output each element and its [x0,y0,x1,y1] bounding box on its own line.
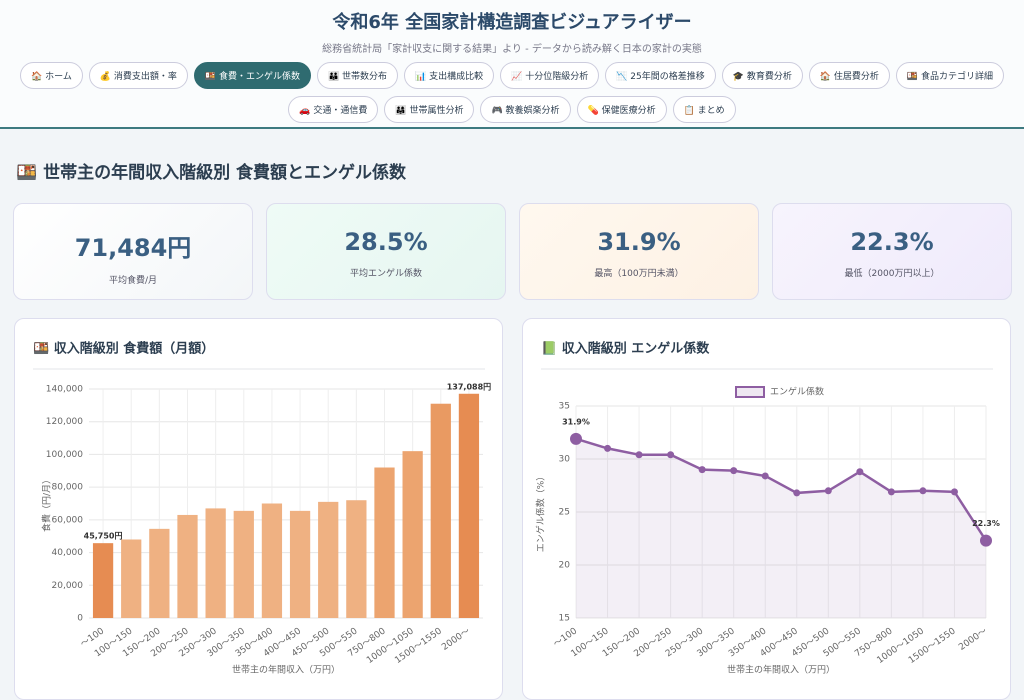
y-tick-label: 30 [559,455,571,465]
point [635,451,643,459]
point [824,487,832,495]
point [980,534,992,547]
legend-swatch [735,386,765,398]
title: 令和6年 全国家計構造調査ビジュアライザー [332,12,692,33]
area [576,438,986,618]
point [887,488,895,496]
bar [149,528,170,618]
nav-button[interactable]: 💊 保健医療分析 [576,96,667,123]
stat-label: 最高（100万円未満） [594,269,684,279]
stat-value: 22.3% [850,228,934,256]
nav-button[interactable]: 🍱 食品カテゴリ詳細 [895,62,1004,89]
point [793,489,801,497]
chart: 🍱 収入階級別 食費額（月額） 0 20,000 40,000 60,000 80,000… [33,341,491,676]
nav: 🏠 ホーム 💰 消費支出額・率 🍱 食費・エンゲル係数 👪 世帯数分布 📊 支出構成比較… [0,62,1024,123]
bar [374,467,395,618]
data-label: 22.3% [972,519,1000,528]
line [575,437,988,542]
data-label: 31.9% [562,417,590,426]
nav-row: 🏠 ホーム 💰 消費支出額・率 🍱 食費・エンゲル係数 👪 世帯数分布 📊 支出構成比較… [0,62,1024,89]
bar [318,501,339,618]
stat-value: 28.5% [344,228,428,256]
x-tick-label: 2000～ [957,626,989,652]
y-tick-label: 140,000 [46,385,83,395]
nav-button[interactable]: 📊 支出構成比較 [404,62,495,89]
y-tick-label: 120,000 [46,417,83,427]
stat-card: 31.9% 最高（100万円未満） [519,203,759,300]
y-tick-label: 25 [559,508,570,518]
nav-button[interactable]: 📉 25年間の格差推移 [605,62,716,89]
subtitle: 総務省統計局「家計収支に関する結果」より - データから読み解く日本の家計の実態 [322,44,702,55]
nav-button[interactable]: 🎮 教養娯楽分析 [480,96,571,123]
bar [177,514,198,618]
stat-card: 28.5% 平均エンゲル係数 [266,203,506,300]
panel: 🍱 収入階級別 食費額（月額） 0 20,000 40,000 60,000 80,000… [14,318,503,700]
y-tick-label: 80,000 [52,483,84,493]
bar [121,539,142,618]
y-tick-label: 40,000 [52,548,84,558]
bar [92,543,114,618]
chart-title: 📗 収入階級別 エンゲル係数 [541,341,710,357]
point [698,466,706,474]
y-tick-label: 100,000 [46,450,83,460]
nav-button[interactable]: 📋 まとめ [672,96,736,123]
stat-card: 22.3% 最低（2000万円以上） [772,203,1012,300]
stat-value: 31.9% [597,228,681,256]
stat-label: 平均エンゲル係数 [349,269,422,279]
stat-value: 71,484円 [74,234,192,262]
chart: 📗 収入階級別 エンゲル係数1520253035～100100～150150～2… [535,341,1000,676]
point [730,467,738,475]
data-label: 137,088円 [447,382,491,391]
y-tick-label: 35 [559,402,570,412]
y-tick-label: 20 [559,561,571,571]
section-title: 🍱 世帯主の年間収入階級別 食費額とエンゲル係数 [16,163,407,183]
bar [289,510,311,618]
y-tick-label: 20,000 [52,581,84,591]
nav-button[interactable]: 📈 十分位階級分析 [500,62,600,89]
point [856,468,864,476]
bar [261,503,283,618]
point [919,487,927,495]
bar [458,393,480,618]
panel: 📗 収入階級別 エンゲル係数 15 20 25 30 35 ～100 100～150 150～2… [522,318,1011,700]
nav-button[interactable]: 🎓 教育費分析 [721,62,803,89]
point [950,488,958,496]
bar [205,508,226,618]
legend-label: エンゲル係数 [770,386,824,398]
point [667,451,675,459]
nav-button[interactable]: 💰 消費支出額・率 [88,62,188,89]
data-label: 45,750円 [84,532,123,541]
y-tick-label: 15 [559,614,570,624]
nav-button[interactable]: 🏠 住居費分析 [808,62,890,89]
nav-button[interactable]: 🍱 食費・エンゲル係数 [193,62,311,89]
nav-button[interactable]: 👨‍👩‍👧 世帯属性分析 [384,96,475,123]
stat-card: 71,484円平均食費/月 [13,203,253,300]
nav-button[interactable]: 👪 世帯数分布 [316,62,399,89]
x-axis-label: 世帯主の年間収入（万円） [727,664,835,676]
header: 令和6年 全国家計構造調査ビジュアライザー 総務省統計局「家計収支に関する結果」… [0,0,1024,129]
y-tick-label: 0 [77,614,83,624]
x-tick-label: 2000～ [440,626,472,652]
bar [430,403,451,618]
point [604,444,612,452]
bar [402,451,423,618]
x-axis-label: 世帯主の年間収入（万円） [232,664,340,676]
stat-label: 平均食費/月 [108,276,158,286]
y-tick-label: 60,000 [52,515,84,525]
stat-label: 最低（2000万円以上） [844,269,940,279]
nav-button[interactable]: 🚗 交通・通信費 [288,96,379,123]
point [570,432,582,445]
bar [346,500,367,618]
nav-row: 🚗 交通・通信費 👨‍👩‍👧 世帯属性分析 🎮 教養娯楽分析 💊 保健医療分析 📋 まと… [0,96,1024,123]
chart-title: 🍱 収入階級別 食費額（月額） [33,341,214,357]
y-axis-label: 食費（円/月） [41,475,53,532]
bar [233,510,254,618]
point [761,472,769,480]
y-axis-label: エンゲル係数（%） [535,472,547,553]
nav-button[interactable]: 🏠 ホーム [20,62,83,89]
